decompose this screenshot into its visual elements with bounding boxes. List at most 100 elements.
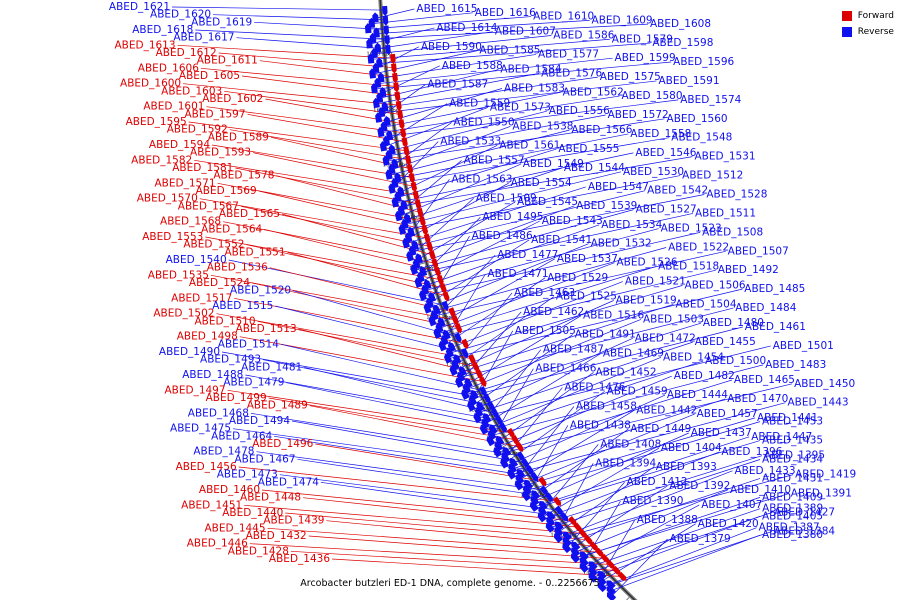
leader-line-left [194, 159, 417, 196]
leader-line-left [210, 274, 456, 321]
gene-arrow [479, 386, 487, 397]
leader-line-left [269, 267, 453, 313]
gene-arrow [539, 485, 548, 496]
gene-label-right: ABED_1609 [592, 14, 653, 26]
gene-label-right: ABED_1469 [603, 348, 664, 360]
gene-label-right: ABED_1380 [762, 529, 823, 541]
leader-line-left [205, 236, 441, 280]
leader-line-right [550, 451, 720, 517]
gene-arrow [455, 377, 464, 388]
gene-arrow [451, 315, 459, 326]
gene-label-right: ABED_1598 [652, 37, 713, 49]
gene-arrow [571, 547, 581, 558]
gene-label-right: ABED_1476 [564, 382, 625, 394]
gene-label-left: ABED_1479 [223, 377, 284, 389]
leader-line-right [575, 485, 668, 547]
gene-label-left: ABED_1597 [184, 108, 245, 120]
gene-arrow [468, 354, 476, 365]
gene-label-left: ABED_1510 [194, 315, 255, 327]
genome-title: Arcobacter butzleri ED-1 DNA, complete g… [300, 578, 600, 589]
leader-line-right [601, 527, 757, 588]
gene-arrow [412, 190, 420, 201]
gene-arrow [597, 582, 607, 593]
leader-line-left [254, 21, 387, 30]
gene-label-right: ABED_1404 [661, 442, 722, 454]
leader-line-right [378, 84, 426, 119]
leader-line-left [290, 550, 617, 571]
gene-label-left: ABED_1468 [188, 407, 249, 419]
gene-label-right: ABED_1542 [647, 185, 708, 197]
leader-line-left [304, 366, 496, 414]
gene-label-left: ABED_1582 [131, 154, 192, 166]
gene-arrow [507, 469, 517, 480]
gene-label-right: ABED_1599 [615, 52, 676, 64]
leader-line-right [394, 137, 670, 185]
leader-line-left [286, 382, 504, 428]
gene-arrow [559, 512, 569, 522]
leader-line-left [227, 389, 512, 433]
gene-arrow [382, 15, 389, 26]
gene-label-left: ABED_1589 [208, 131, 269, 143]
gene-arrow [588, 573, 598, 583]
gene-label-right: ABED_1516 [583, 310, 644, 322]
gene-label-right: ABED_1521 [625, 276, 686, 288]
gene-label-right: ABED_1485 [744, 283, 805, 295]
leader-line-left [275, 305, 466, 354]
gene-label-right: ABED_1614 [436, 22, 497, 34]
gene-arrow [538, 506, 548, 517]
gene-arrow [403, 146, 410, 157]
gene-arrow [383, 25, 390, 36]
gene-label-left: ABED_1488 [182, 369, 243, 381]
gene-label-right: ABED_1544 [564, 162, 625, 174]
leader-line-right [436, 247, 667, 311]
gene-label-right: ABED_1541 [531, 234, 592, 246]
gene-arrow [410, 264, 419, 275]
gene-label-right: ABED_1392 [669, 480, 730, 492]
leader-line-left [183, 83, 399, 106]
gene-label-left: ABED_1514 [218, 338, 279, 350]
leader-line-left [264, 228, 438, 272]
gene-label-right: ABED_1559 [449, 98, 510, 110]
leader-line-right [550, 455, 763, 523]
gene-label-left: ABED_1617 [173, 32, 234, 44]
gene-label-right: ABED_1554 [511, 177, 572, 189]
leader-line-right [456, 292, 513, 360]
gene-label-right: ABED_1471 [487, 268, 548, 280]
gene-label-right: ABED_1491 [575, 329, 636, 341]
gene-arrow [461, 389, 470, 400]
gene-arrow [367, 53, 375, 64]
gene-label-left: ABED_1613 [114, 39, 175, 51]
gene-arrow [617, 571, 627, 581]
leader-line-left [213, 14, 386, 21]
gene-label-left: ABED_1619 [191, 16, 252, 28]
leader-line-left [224, 90, 401, 115]
gene-arrow [562, 543, 572, 554]
leader-line-right [566, 481, 625, 549]
gene-arrow [606, 580, 616, 590]
leader-line-right [383, 107, 489, 148]
gene-label-right: ABED_1409 [762, 491, 823, 503]
gene-arrow [545, 523, 555, 533]
gene-arrow [538, 476, 547, 487]
gene-arrow [516, 451, 525, 461]
gene-arrow [385, 169, 393, 180]
gene-arrow [391, 197, 400, 208]
gene-label-left: ABED_1621 [109, 1, 170, 13]
leader-line-left [256, 451, 545, 491]
gene-arrow [506, 427, 515, 438]
leader-line-right [434, 250, 726, 317]
gene-label-right: ABED_1389 [762, 503, 823, 515]
gene-label-left: ABED_1490 [159, 346, 220, 358]
gene-arrow [454, 332, 462, 343]
leader-line-left [245, 374, 500, 421]
legend-reverse: Reverse [841, 24, 894, 40]
leader-line-right [420, 216, 481, 278]
leader-line-left [253, 152, 414, 187]
gene-label-left: ABED_1440 [222, 507, 283, 519]
gene-label-right: ABED_1447 [751, 431, 812, 443]
gene-label-right: ABED_1539 [576, 200, 637, 212]
gene-arrow [515, 474, 525, 485]
leader-line-right [401, 160, 462, 212]
gene-label-right: ABED_1577 [538, 48, 599, 60]
